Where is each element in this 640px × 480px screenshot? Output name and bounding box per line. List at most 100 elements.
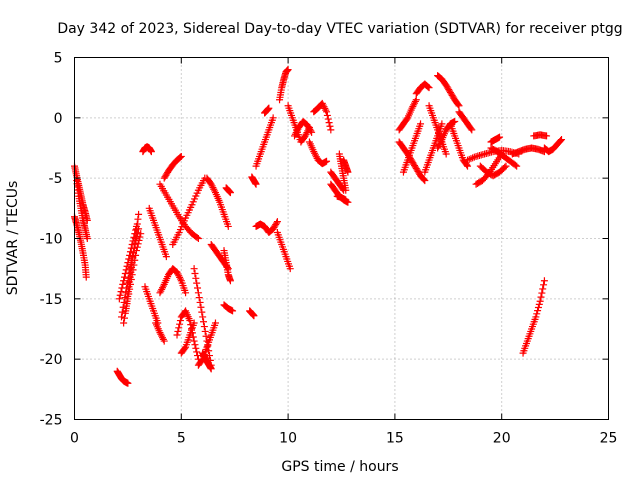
y-axis: 5 0 -5 -10 -15 -20 -25 [40, 51, 609, 429]
data-point [173, 268, 181, 276]
data-point [120, 319, 128, 327]
data-point [320, 103, 328, 111]
data-point [176, 154, 184, 162]
data-point [159, 334, 167, 342]
data-point [135, 236, 143, 244]
series-arc-09 [139, 143, 155, 156]
data-point [174, 270, 182, 278]
series-arc-34 [284, 102, 313, 146]
series-arc-21 [199, 349, 215, 373]
data-point [191, 269, 199, 277]
data-point [125, 283, 133, 291]
data-point [194, 284, 202, 292]
data-point [200, 318, 208, 326]
data-point [451, 117, 459, 125]
data-point [156, 289, 164, 297]
series-arc-28 [248, 173, 260, 188]
data-point [186, 317, 194, 325]
series-arc-24 [220, 247, 234, 285]
data-point [537, 293, 545, 301]
data-point [470, 153, 478, 161]
data-point [192, 274, 200, 282]
data-point [119, 303, 127, 311]
data-point [131, 239, 139, 247]
data-point [442, 150, 450, 158]
data-point [124, 288, 132, 296]
series-arc-25 [222, 184, 234, 197]
data-point [327, 126, 335, 134]
data-point [417, 120, 425, 128]
series-arc-47 [421, 120, 446, 176]
data-point [291, 132, 299, 140]
data-point [181, 344, 189, 352]
series-arc-29 [252, 218, 281, 236]
data-point [411, 99, 419, 107]
data-point [435, 141, 443, 149]
y-tick-label: 0 [54, 111, 63, 127]
data-point [308, 128, 316, 136]
data-point [122, 307, 130, 315]
y-tick-label: -20 [40, 352, 63, 368]
series-arc-03 [73, 177, 91, 242]
data-point [194, 235, 202, 242]
data-point [175, 324, 183, 332]
data-point [323, 108, 331, 116]
data-point [129, 249, 137, 257]
data-point [250, 312, 258, 320]
data-point [229, 307, 237, 315]
data-point [291, 130, 299, 138]
series-arc-50 [434, 117, 459, 152]
data-point [119, 280, 127, 288]
series-arc-31 [261, 104, 273, 117]
data-point [455, 102, 463, 110]
data-point [465, 155, 473, 163]
series-arc-27 [246, 307, 258, 320]
data-point [193, 348, 201, 356]
data-point [540, 277, 548, 285]
data-point [286, 265, 294, 273]
data-point [158, 332, 166, 340]
data-point [409, 102, 417, 110]
data-point [534, 307, 542, 315]
data-point [273, 218, 281, 226]
data-point [284, 66, 292, 74]
series-arc-16 [169, 174, 209, 249]
data-point [190, 337, 198, 345]
x-tick-label: 25 [600, 431, 618, 447]
data-point [469, 154, 477, 162]
data-point [412, 96, 420, 104]
data-point [468, 126, 476, 134]
x-axis-label: GPS time / hours [281, 459, 398, 475]
data-point [322, 106, 330, 114]
data-point [311, 149, 319, 157]
data-point [134, 229, 142, 237]
series-arc-17 [173, 307, 202, 363]
series-arc-42 [333, 192, 350, 204]
data-point [120, 298, 128, 306]
data-point [226, 189, 234, 197]
data-point [120, 314, 128, 322]
y-tick-label: -25 [40, 413, 63, 429]
data-point [319, 101, 327, 109]
data-point [117, 288, 125, 296]
data-point [558, 136, 566, 144]
series-arc-02 [71, 213, 90, 281]
series-arc-22 [203, 174, 232, 230]
data-point [192, 344, 200, 352]
data-point [174, 327, 182, 335]
data-point [307, 127, 315, 135]
data-point [434, 142, 442, 150]
series-arc-36 [305, 138, 331, 168]
series-arc-37 [310, 99, 335, 134]
data-point [147, 148, 155, 156]
data-point [196, 298, 204, 306]
data-point [133, 225, 141, 233]
grid-lines [74, 57, 609, 420]
data-point [194, 352, 202, 360]
data-point [421, 177, 429, 185]
data-point [130, 244, 138, 252]
y-axis-label: SDTVAR / TECUs [5, 181, 21, 296]
data-point [323, 111, 331, 119]
data-point [133, 220, 141, 228]
data-point [128, 259, 136, 267]
